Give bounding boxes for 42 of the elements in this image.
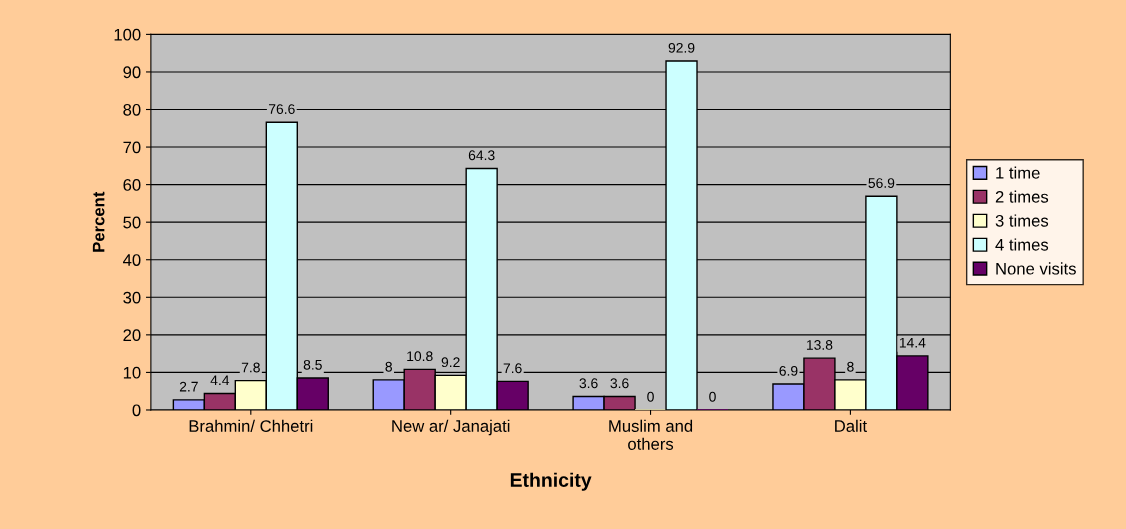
x-tick-label: New ar/ Janajati [392, 419, 510, 436]
y-tick-label: 20 [123, 329, 141, 342]
x-axis-title: Ethnicity [510, 472, 592, 491]
data-label: 2.7 [179, 381, 198, 392]
x-tick-label: Dalit [835, 419, 867, 432]
y-tick-label: 50 [123, 216, 141, 229]
data-label: 7.6 [503, 363, 522, 374]
data-label: 0 [647, 391, 654, 402]
data-label: 8 [385, 361, 392, 372]
data-label: 13.8 [806, 340, 833, 350]
legend-label: 1 time [996, 166, 1040, 179]
y-tick-label: 60 [123, 179, 141, 191]
y-tick-label: 0 [132, 404, 141, 417]
y-tick-label: 100 [114, 28, 141, 41]
y-axis-title: Percent [92, 191, 105, 252]
data-label: 9.2 [441, 357, 460, 368]
data-label: 0 [709, 391, 716, 402]
y-tick-label: 90 [123, 66, 141, 79]
legend-label: None visits [996, 262, 1076, 275]
x-tick-label: Muslim and others [609, 419, 693, 450]
data-label: 92.9 [668, 42, 695, 53]
y-tick-label: 40 [123, 254, 141, 266]
data-label: 64.3 [468, 150, 495, 161]
data-label: 8 [847, 361, 854, 372]
y-tick-label: 10 [123, 366, 141, 379]
data-label: 14.4 [899, 337, 926, 348]
data-label: 8.5 [303, 359, 322, 370]
legend-label: 3 times [995, 214, 1049, 227]
data-label: 3.6 [610, 378, 629, 389]
x-tick-label: Brahmin/ Chhetri [189, 419, 313, 432]
data-label: 6.9 [779, 365, 798, 376]
data-label: 4.4 [210, 375, 230, 386]
y-tick-label: 70 [123, 141, 141, 154]
data-label: 7.8 [241, 362, 260, 373]
y-tick-label: 80 [123, 103, 141, 116]
data-label: 56.9 [868, 178, 895, 188]
data-label: 10.8 [407, 351, 433, 362]
y-tick-label: 30 [123, 291, 141, 304]
legend-label: 4 times [995, 238, 1049, 251]
legend-label: 2 times [995, 190, 1049, 203]
data-label: 76.6 [268, 104, 295, 114]
data-label: 3.6 [579, 378, 598, 389]
